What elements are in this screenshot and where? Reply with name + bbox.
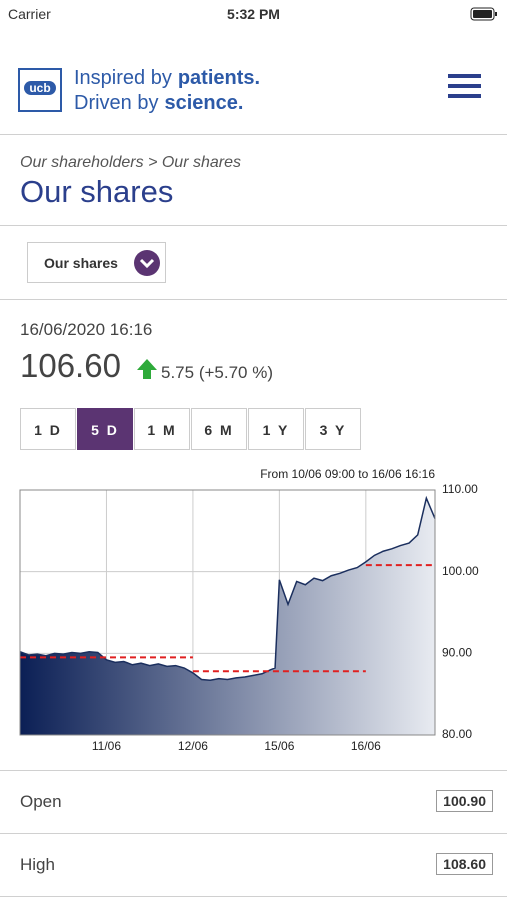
tagline-part: patients.: [177, 67, 261, 89]
tagline-part: Driven by: [74, 92, 159, 114]
x-tick-label: 11/06: [92, 739, 121, 753]
up-arrow: [137, 359, 157, 379]
period-tab[interactable]: 1 M: [134, 408, 190, 450]
y-tick-label: 80.00: [442, 727, 472, 741]
quote-datetime: 16/06/2020 16:16: [20, 320, 153, 339]
y-tick-label: 110.00: [442, 482, 478, 496]
period-tab[interactable]: 6 M: [191, 408, 247, 450]
carrier: Carrier: [8, 6, 51, 22]
period-tab[interactable]: 3 Y: [305, 408, 361, 450]
price-line: [19, 495, 436, 682]
plot-frame: [19, 489, 436, 736]
divider: [0, 896, 507, 897]
divider: [0, 299, 507, 300]
quote-change: 5.75 (+5.70 %): [161, 363, 273, 383]
divider: [0, 134, 507, 135]
dropdown[interactable]: Our shares: [27, 242, 166, 283]
dropdown-label: Our shares: [44, 255, 118, 271]
y-tick-label: 90.00: [442, 646, 472, 660]
logo-text: ucb: [24, 81, 56, 95]
divider: [0, 833, 507, 834]
battery: [470, 7, 497, 21]
stat-label: High: [20, 855, 55, 874]
logo: ucb: [18, 68, 62, 112]
stat-value: 100.90: [436, 790, 493, 812]
tagline-part: science.: [164, 92, 244, 114]
tagline: Inspired by patients. Driven by science.: [74, 66, 266, 116]
divider: [0, 770, 507, 771]
dropdown-icon: [134, 250, 160, 276]
tagline-line: Inspired by patients.: [74, 66, 266, 91]
period-tab[interactable]: 5 D: [77, 408, 133, 450]
chart-subtitle: From 10/06 09:00 to 16/06 16:16: [260, 467, 435, 481]
tagline-part: Inspired by: [74, 67, 172, 89]
y-tick-label: 100.00: [442, 564, 479, 578]
area-fill: [20, 498, 435, 735]
change: 5.75: [161, 363, 195, 382]
menu-button[interactable]: [448, 72, 482, 102]
stat-label: Open: [20, 792, 62, 811]
quote-price: 106.60: [20, 347, 121, 384]
x-tick-label: 16/06: [351, 739, 381, 753]
period-tab[interactable]: 1 D: [20, 408, 76, 450]
change-pct: (+5.70 %): [198, 363, 274, 382]
tagline-line: Driven by science.: [74, 91, 266, 116]
x-tick-label: 12/06: [178, 739, 208, 753]
divider: [0, 225, 507, 226]
x-tick-label: 15/06: [264, 739, 294, 753]
period-tab[interactable]: 1 Y: [248, 408, 304, 450]
breadcrumb[interactable]: Our shareholders > Our shares: [20, 154, 241, 171]
clock: 5:32 PM: [227, 6, 280, 22]
chart: From 10/06 09:00 to 16/06 16:16 80.00 90.…: [19, 467, 479, 753]
page-title: Our shares: [20, 174, 174, 209]
stat-value: 108.60: [436, 853, 493, 875]
